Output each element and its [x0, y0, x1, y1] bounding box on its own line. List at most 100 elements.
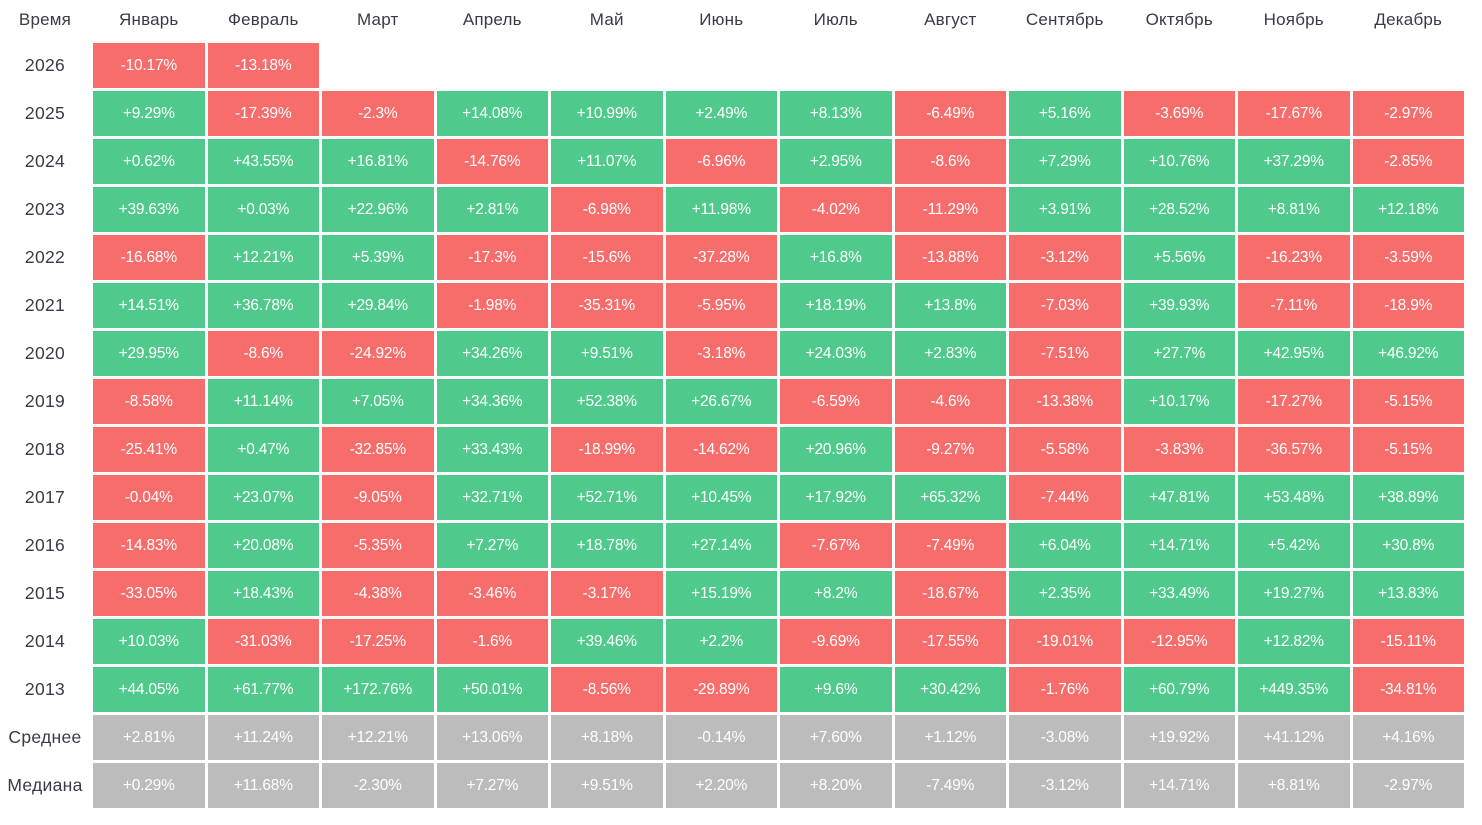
heatmap-cell: -6.96%	[665, 139, 777, 184]
heatmap-cell: +12.82%	[1238, 619, 1350, 664]
heatmap-cell: -32.85%	[322, 427, 434, 472]
heatmap-cell: -2.3%	[322, 91, 434, 136]
heatmap-cell: +7.27%	[436, 523, 548, 568]
heatmap-cell: -3.69%	[1123, 91, 1235, 136]
heatmap-cell: +11.24%	[207, 715, 319, 760]
heatmap-cell: +8.13%	[780, 91, 892, 136]
column-header-month: Январь	[119, 10, 179, 29]
heatmap-cell: +15.19%	[665, 571, 777, 616]
heatmap-cell: -3.83%	[1123, 427, 1235, 472]
heatmap-cell: -4.38%	[322, 571, 434, 616]
heatmap-cell: +0.47%	[207, 427, 319, 472]
heatmap-cell: +3.91%	[1009, 187, 1121, 232]
heatmap-cell: +13.83%	[1352, 571, 1464, 616]
row-label: 2019	[24, 391, 66, 411]
heatmap-cell: +11.07%	[551, 139, 663, 184]
heatmap-cell: -8.6%	[894, 139, 1006, 184]
heatmap-grid: Время Январь Февраль Март Апрель Май Июнь Июль…	[7, 10, 1465, 808]
heatmap-cell: +2.35%	[1009, 571, 1121, 616]
heatmap-cell: -2.97%	[1352, 763, 1464, 808]
heatmap-cell: -12.95%	[1123, 619, 1235, 664]
heatmap-cell: -13.88%	[894, 235, 1006, 280]
heatmap-cell: +27.14%	[665, 523, 777, 568]
heatmap-cell: +26.67%	[665, 379, 777, 424]
heatmap-cell: +29.84%	[322, 283, 434, 328]
heatmap-cell: -9.69%	[780, 619, 892, 664]
heatmap-cell: -17.25%	[322, 619, 434, 664]
heatmap-cell: +27.7%	[1123, 331, 1235, 376]
heatmap-cell: +34.26%	[436, 331, 548, 376]
row-label: 2016	[24, 535, 66, 555]
heatmap-cell: -2.30%	[322, 763, 434, 808]
heatmap-cell: +8.20%	[780, 763, 892, 808]
heatmap-cell: -0.14%	[665, 715, 777, 760]
heatmap-cell: +14.71%	[1123, 763, 1235, 808]
heatmap-cell: +12.18%	[1352, 187, 1464, 232]
heatmap-cell: +52.71%	[551, 475, 663, 520]
heatmap-cell: +7.29%	[1009, 139, 1121, 184]
heatmap-cell: -8.58%	[93, 379, 205, 424]
heatmap-cell: -29.89%	[665, 667, 777, 712]
heatmap-cell: +13.06%	[436, 715, 548, 760]
heatmap-cell: -34.81%	[1352, 667, 1464, 712]
heatmap-cell: -31.03%	[207, 619, 319, 664]
column-header-month: Ноябрь	[1263, 10, 1324, 29]
heatmap-cell: -17.27%	[1238, 379, 1350, 424]
heatmap-cell: -33.05%	[93, 571, 205, 616]
heatmap-cell: -5.35%	[322, 523, 434, 568]
heatmap-cell: +6.04%	[1009, 523, 1121, 568]
column-header-month: Сентябрь	[1025, 10, 1104, 29]
heatmap-cell: +7.27%	[436, 763, 548, 808]
heatmap-cell: +10.17%	[1123, 379, 1235, 424]
heatmap-cell: -13.18%	[207, 43, 319, 88]
heatmap-cell: +61.77%	[207, 667, 319, 712]
heatmap-cell: +10.03%	[93, 619, 205, 664]
column-header-month: Май	[589, 10, 624, 29]
heatmap-cell: -0.04%	[93, 475, 205, 520]
heatmap-cell: -17.67%	[1238, 91, 1350, 136]
heatmap-cell: +2.95%	[780, 139, 892, 184]
heatmap-cell: -5.15%	[1352, 379, 1464, 424]
heatmap-cell: +17.92%	[780, 475, 892, 520]
heatmap-cell	[780, 43, 892, 88]
heatmap-cell: -2.85%	[1352, 139, 1464, 184]
heatmap-cell: -8.6%	[207, 331, 319, 376]
heatmap-cell: -18.99%	[551, 427, 663, 472]
row-label: 2022	[24, 247, 66, 267]
heatmap-cell: -14.83%	[93, 523, 205, 568]
heatmap-cell: +34.36%	[436, 379, 548, 424]
heatmap-cell: -19.01%	[1009, 619, 1121, 664]
heatmap-cell: -9.05%	[322, 475, 434, 520]
heatmap-cell: -24.92%	[322, 331, 434, 376]
heatmap-cell: +22.96%	[322, 187, 434, 232]
heatmap-cell: +2.49%	[665, 91, 777, 136]
heatmap-cell: +8.2%	[780, 571, 892, 616]
heatmap-cell: -7.11%	[1238, 283, 1350, 328]
heatmap-cell: +50.01%	[436, 667, 548, 712]
heatmap-cell: +53.48%	[1238, 475, 1350, 520]
heatmap-cell: -13.38%	[1009, 379, 1121, 424]
heatmap-cell	[1353, 43, 1465, 88]
heatmap-cell: -5.95%	[665, 283, 777, 328]
heatmap-cell: +7.05%	[322, 379, 434, 424]
heatmap-cell: +9.51%	[551, 763, 663, 808]
monthly-returns-heatmap: Время Январь Февраль Март Апрель Май Июнь Июль…	[7, 10, 1465, 808]
corner-header-time: Время	[18, 10, 72, 29]
heatmap-cell: -4.02%	[780, 187, 892, 232]
heatmap-cell: +1.12%	[894, 715, 1006, 760]
heatmap-cell: -11.29%	[894, 187, 1006, 232]
heatmap-cell: +60.79%	[1123, 667, 1235, 712]
heatmap-cell: +16.8%	[780, 235, 892, 280]
heatmap-cell: +65.32%	[894, 475, 1006, 520]
heatmap-cell: -7.51%	[1009, 331, 1121, 376]
column-header-month: Июнь	[699, 10, 744, 29]
heatmap-cell	[895, 43, 1007, 88]
heatmap-cell: -3.12%	[1009, 763, 1121, 808]
column-header-month: Декабрь	[1374, 10, 1443, 29]
row-label: 2020	[24, 343, 66, 363]
heatmap-cell: +14.08%	[436, 91, 548, 136]
heatmap-cell: +2.81%	[436, 187, 548, 232]
heatmap-cell: +12.21%	[207, 235, 319, 280]
heatmap-cell	[666, 43, 778, 88]
heatmap-cell: +42.95%	[1238, 331, 1350, 376]
